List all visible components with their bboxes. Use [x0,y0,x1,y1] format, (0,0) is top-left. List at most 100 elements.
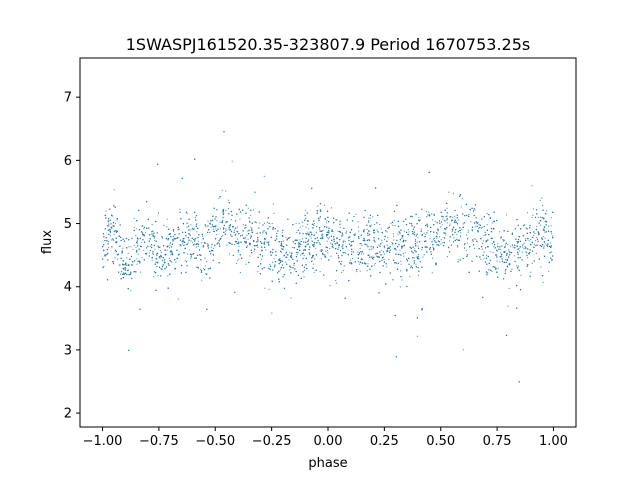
scatter-point [290,266,292,268]
scatter-point [146,201,148,203]
chart-title: 1SWASPJ161520.35-323807.9 Period 1670753… [126,35,531,54]
scatter-point [398,253,400,255]
scatter-point [235,220,237,222]
scatter-point [432,257,434,259]
scatter-point [480,258,482,260]
scatter-point [260,241,262,243]
scatter-point [138,248,140,250]
scatter-point [188,239,190,241]
scatter-point [361,253,363,255]
scatter-point [485,271,487,273]
scatter-point [151,224,153,226]
scatter-point [104,214,106,217]
scatter-point [421,234,424,236]
scatter-point [286,254,288,256]
scatter-point [466,255,468,257]
scatter-point [295,282,297,284]
scatter-point [547,239,549,241]
scatter-point [413,260,415,262]
scatter-point [430,253,432,255]
scatter-point [378,238,380,240]
scatter-point [272,203,274,205]
scatter-point [486,229,488,231]
scatter-point [368,217,370,219]
scatter-point [320,230,322,232]
scatter-point [111,239,113,241]
scatter-point [319,271,321,273]
scatter-point [438,236,441,238]
scatter-point [328,227,330,229]
scatter-point [488,262,490,264]
scatter-point [446,207,448,209]
scatter-point [151,244,153,246]
scatter-point [190,258,192,260]
scatter-point [259,232,261,234]
scatter-point [471,229,473,231]
scatter-point [181,177,183,180]
scatter-point [440,221,443,223]
scatter-point [485,241,487,243]
scatter-point [544,237,546,239]
scatter-point [185,235,187,237]
scatter-point [477,231,479,233]
scatter-point [208,247,210,249]
scatter-point [201,233,203,236]
scatter-point [114,206,116,208]
scatter-point [122,277,124,279]
scatter-point [353,215,355,218]
scatter-point [410,267,412,269]
scatter-point [449,251,451,253]
scatter-point [161,237,164,239]
scatter-point [164,268,166,270]
scatter-point [292,258,294,260]
scatter-point [140,241,142,243]
scatter-point [152,251,154,253]
scatter-point [106,279,109,281]
scatter-point [136,258,138,260]
scatter-point [117,258,119,260]
scatter-point [122,238,124,240]
scatter-point [208,268,210,270]
scatter-point [511,268,513,270]
scatter-point [130,290,132,292]
scatter-point [521,259,523,261]
scatter-point [271,251,274,254]
scatter-point [152,253,154,255]
scatter-point [328,236,330,238]
scatter-point [543,241,546,243]
scatter-point [308,248,310,251]
scatter-point [262,224,264,226]
scatter-point [130,272,132,274]
scatter-point [487,272,489,274]
scatter-point [336,252,338,254]
scatter-point [519,246,521,248]
scatter-point [544,255,546,257]
scatter-point [187,242,189,244]
scatter-point [326,240,328,242]
scatter-point [464,244,466,246]
scatter-point [156,261,158,263]
scatter-point [552,235,554,237]
scatter-point [135,228,137,230]
scatter-point [320,258,322,260]
scatter-point [220,237,222,240]
scatter-point [107,252,109,254]
scatter-point [486,263,488,265]
scatter-point [209,250,211,252]
scatter-point [490,231,493,233]
scatter-point [508,287,510,289]
scatter-point [124,264,126,266]
scatter-point [263,267,265,269]
scatter-point [160,268,162,270]
scatter-point [247,230,249,232]
scatter-point [390,222,392,224]
scatter-point [111,214,113,216]
scatter-point [510,252,513,254]
scatter-point [181,264,183,267]
scatter-point [441,242,443,244]
scatter-point [214,238,217,240]
scatter-point [531,241,534,244]
scatter-point [330,242,332,244]
scatter-point [456,245,459,247]
scatter-point [242,224,244,226]
